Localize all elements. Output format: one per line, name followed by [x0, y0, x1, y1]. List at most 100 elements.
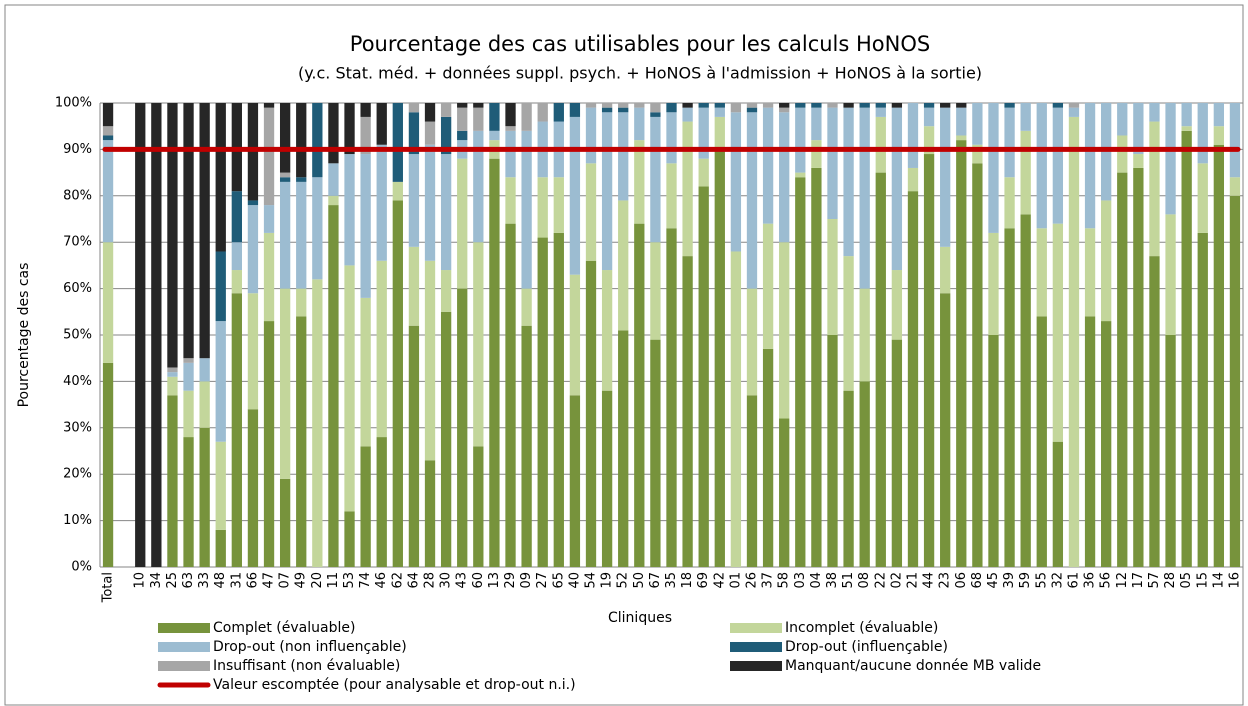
bar-segment	[328, 195, 339, 206]
bar-segment	[505, 177, 516, 224]
y-tick-label: 60%	[63, 281, 92, 296]
x-tick-label: 59	[1018, 572, 1033, 589]
bar-segment	[956, 135, 967, 141]
x-tick-label: 49	[294, 572, 309, 589]
bar-segment	[279, 172, 291, 178]
bar-segment	[215, 251, 226, 322]
x-tick-label: 16	[1227, 572, 1242, 589]
bar-segment	[199, 103, 210, 359]
legend-swatch	[730, 661, 782, 671]
bar-segment	[1229, 195, 1241, 568]
bar-segment	[167, 372, 178, 377]
bar-segment	[247, 409, 259, 567]
bar-segment	[328, 205, 339, 567]
x-tick-label: 32	[1050, 572, 1065, 589]
bar-segment	[247, 293, 259, 410]
x-tick-label: 33	[197, 572, 212, 589]
bar-segment	[1213, 144, 1225, 567]
x-tick-label: 37	[761, 572, 776, 589]
y-tick-label: 80%	[63, 188, 92, 203]
bar-segment	[650, 103, 661, 113]
bar-segment	[1020, 103, 1031, 131]
bar-segment	[183, 358, 194, 363]
bar-segment	[279, 177, 291, 182]
bar-segment	[263, 321, 275, 567]
x-tick-label: 09	[519, 572, 534, 589]
bar-segment	[376, 144, 387, 261]
bar-segment	[440, 103, 452, 117]
bar-segment	[102, 242, 114, 363]
bar-segment	[424, 460, 436, 567]
bar-segment	[843, 256, 854, 391]
bar-segment	[553, 103, 564, 122]
x-tick-label: 45	[986, 572, 1001, 589]
bar-segment	[891, 270, 903, 340]
bar-segment	[344, 511, 355, 567]
x-tick-label: 43	[455, 572, 470, 589]
bar-segment	[183, 103, 194, 359]
bar-segment	[569, 274, 581, 396]
bar-segment	[940, 246, 951, 294]
x-tick-label: 10	[133, 572, 148, 589]
bar-segment	[1036, 103, 1047, 229]
bar-segment	[795, 172, 806, 178]
bar-segment	[376, 260, 387, 438]
x-tick-label: 02	[889, 572, 904, 589]
bar-segment	[795, 103, 806, 108]
bar-segment	[923, 126, 935, 155]
bar-segment	[601, 270, 613, 391]
bar-segment	[1101, 200, 1112, 322]
bar-segment	[634, 140, 645, 224]
bar-segment	[215, 321, 226, 442]
bar-segment	[1181, 103, 1192, 127]
y-tick-label: 90%	[63, 142, 92, 157]
x-axis-label: Cliniques	[608, 610, 672, 626]
x-tick-label: 18	[680, 572, 695, 589]
x-tick-label: 11	[326, 572, 341, 589]
bar-segment	[1181, 130, 1192, 567]
x-tick-label: 51	[841, 572, 856, 589]
bar-segment	[1197, 103, 1208, 164]
bar-segment	[505, 223, 516, 567]
bar-segment	[795, 107, 806, 173]
bar-segment	[424, 121, 436, 145]
bar-segment	[698, 107, 709, 159]
bar-segment	[618, 200, 629, 331]
y-tick-label: 0%	[71, 560, 92, 575]
x-tick-label: 28	[1163, 572, 1178, 589]
bar-segment	[746, 112, 758, 289]
bar-segment	[907, 103, 919, 168]
bar-segment	[296, 316, 307, 567]
bar-segment	[682, 103, 693, 108]
bar-segment	[650, 112, 661, 117]
x-tick-label: 53	[342, 572, 357, 589]
bar-segment	[618, 103, 629, 108]
bar-segment	[408, 325, 420, 567]
x-tick-label: 34	[149, 572, 164, 589]
x-tick-label: 12	[1115, 572, 1130, 589]
legend-swatch	[730, 642, 782, 652]
x-tick-label: 01	[728, 572, 743, 589]
bar-segment	[1101, 321, 1112, 567]
bar-segment	[440, 270, 452, 312]
x-tick-label: 57	[1147, 572, 1162, 589]
bar-segment	[923, 103, 935, 108]
bar-segment	[440, 116, 452, 155]
x-tick-label: 19	[600, 572, 615, 589]
legend-label: Valeur escomptée (pour analysable et dro…	[213, 677, 576, 693]
bar-segment	[312, 103, 323, 178]
legend-swatch	[158, 623, 210, 633]
bar-segment	[875, 107, 886, 117]
bar-segment	[859, 381, 870, 567]
bar-segment	[296, 288, 307, 317]
bar-segment	[988, 103, 999, 233]
bar-segment	[779, 242, 790, 419]
bar-segment	[344, 103, 355, 155]
bar-segment	[440, 311, 452, 567]
y-tick-label: 50%	[63, 328, 92, 343]
bar-segment	[1084, 103, 1096, 229]
bar-segment	[1068, 107, 1080, 117]
bar-segment	[473, 242, 484, 447]
bar-segment	[505, 130, 516, 178]
legend-swatch	[158, 642, 210, 652]
